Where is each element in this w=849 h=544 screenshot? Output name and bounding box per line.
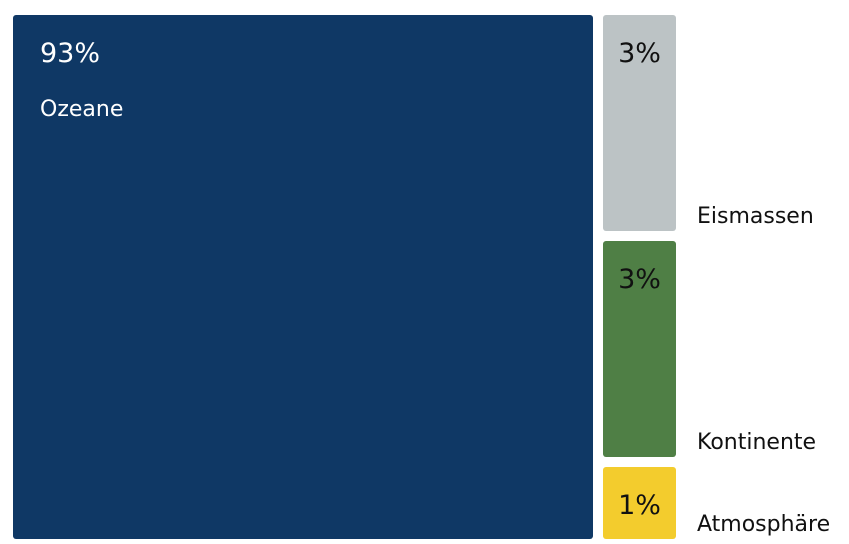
tile-value-label: 3%	[618, 38, 661, 69]
tile-value-label: 93%	[40, 38, 100, 69]
tile	[603, 15, 676, 231]
tile	[13, 15, 593, 539]
tile	[603, 241, 676, 457]
tile-label: Kontinente	[697, 430, 816, 455]
tile-label: Ozeane	[40, 97, 123, 122]
tile-value-label: 1%	[618, 490, 661, 521]
tile	[603, 467, 676, 539]
tile-value-label: 3%	[618, 264, 661, 295]
tile-label: Eismassen	[697, 204, 814, 229]
tile-label: Atmosphäre	[697, 512, 830, 537]
